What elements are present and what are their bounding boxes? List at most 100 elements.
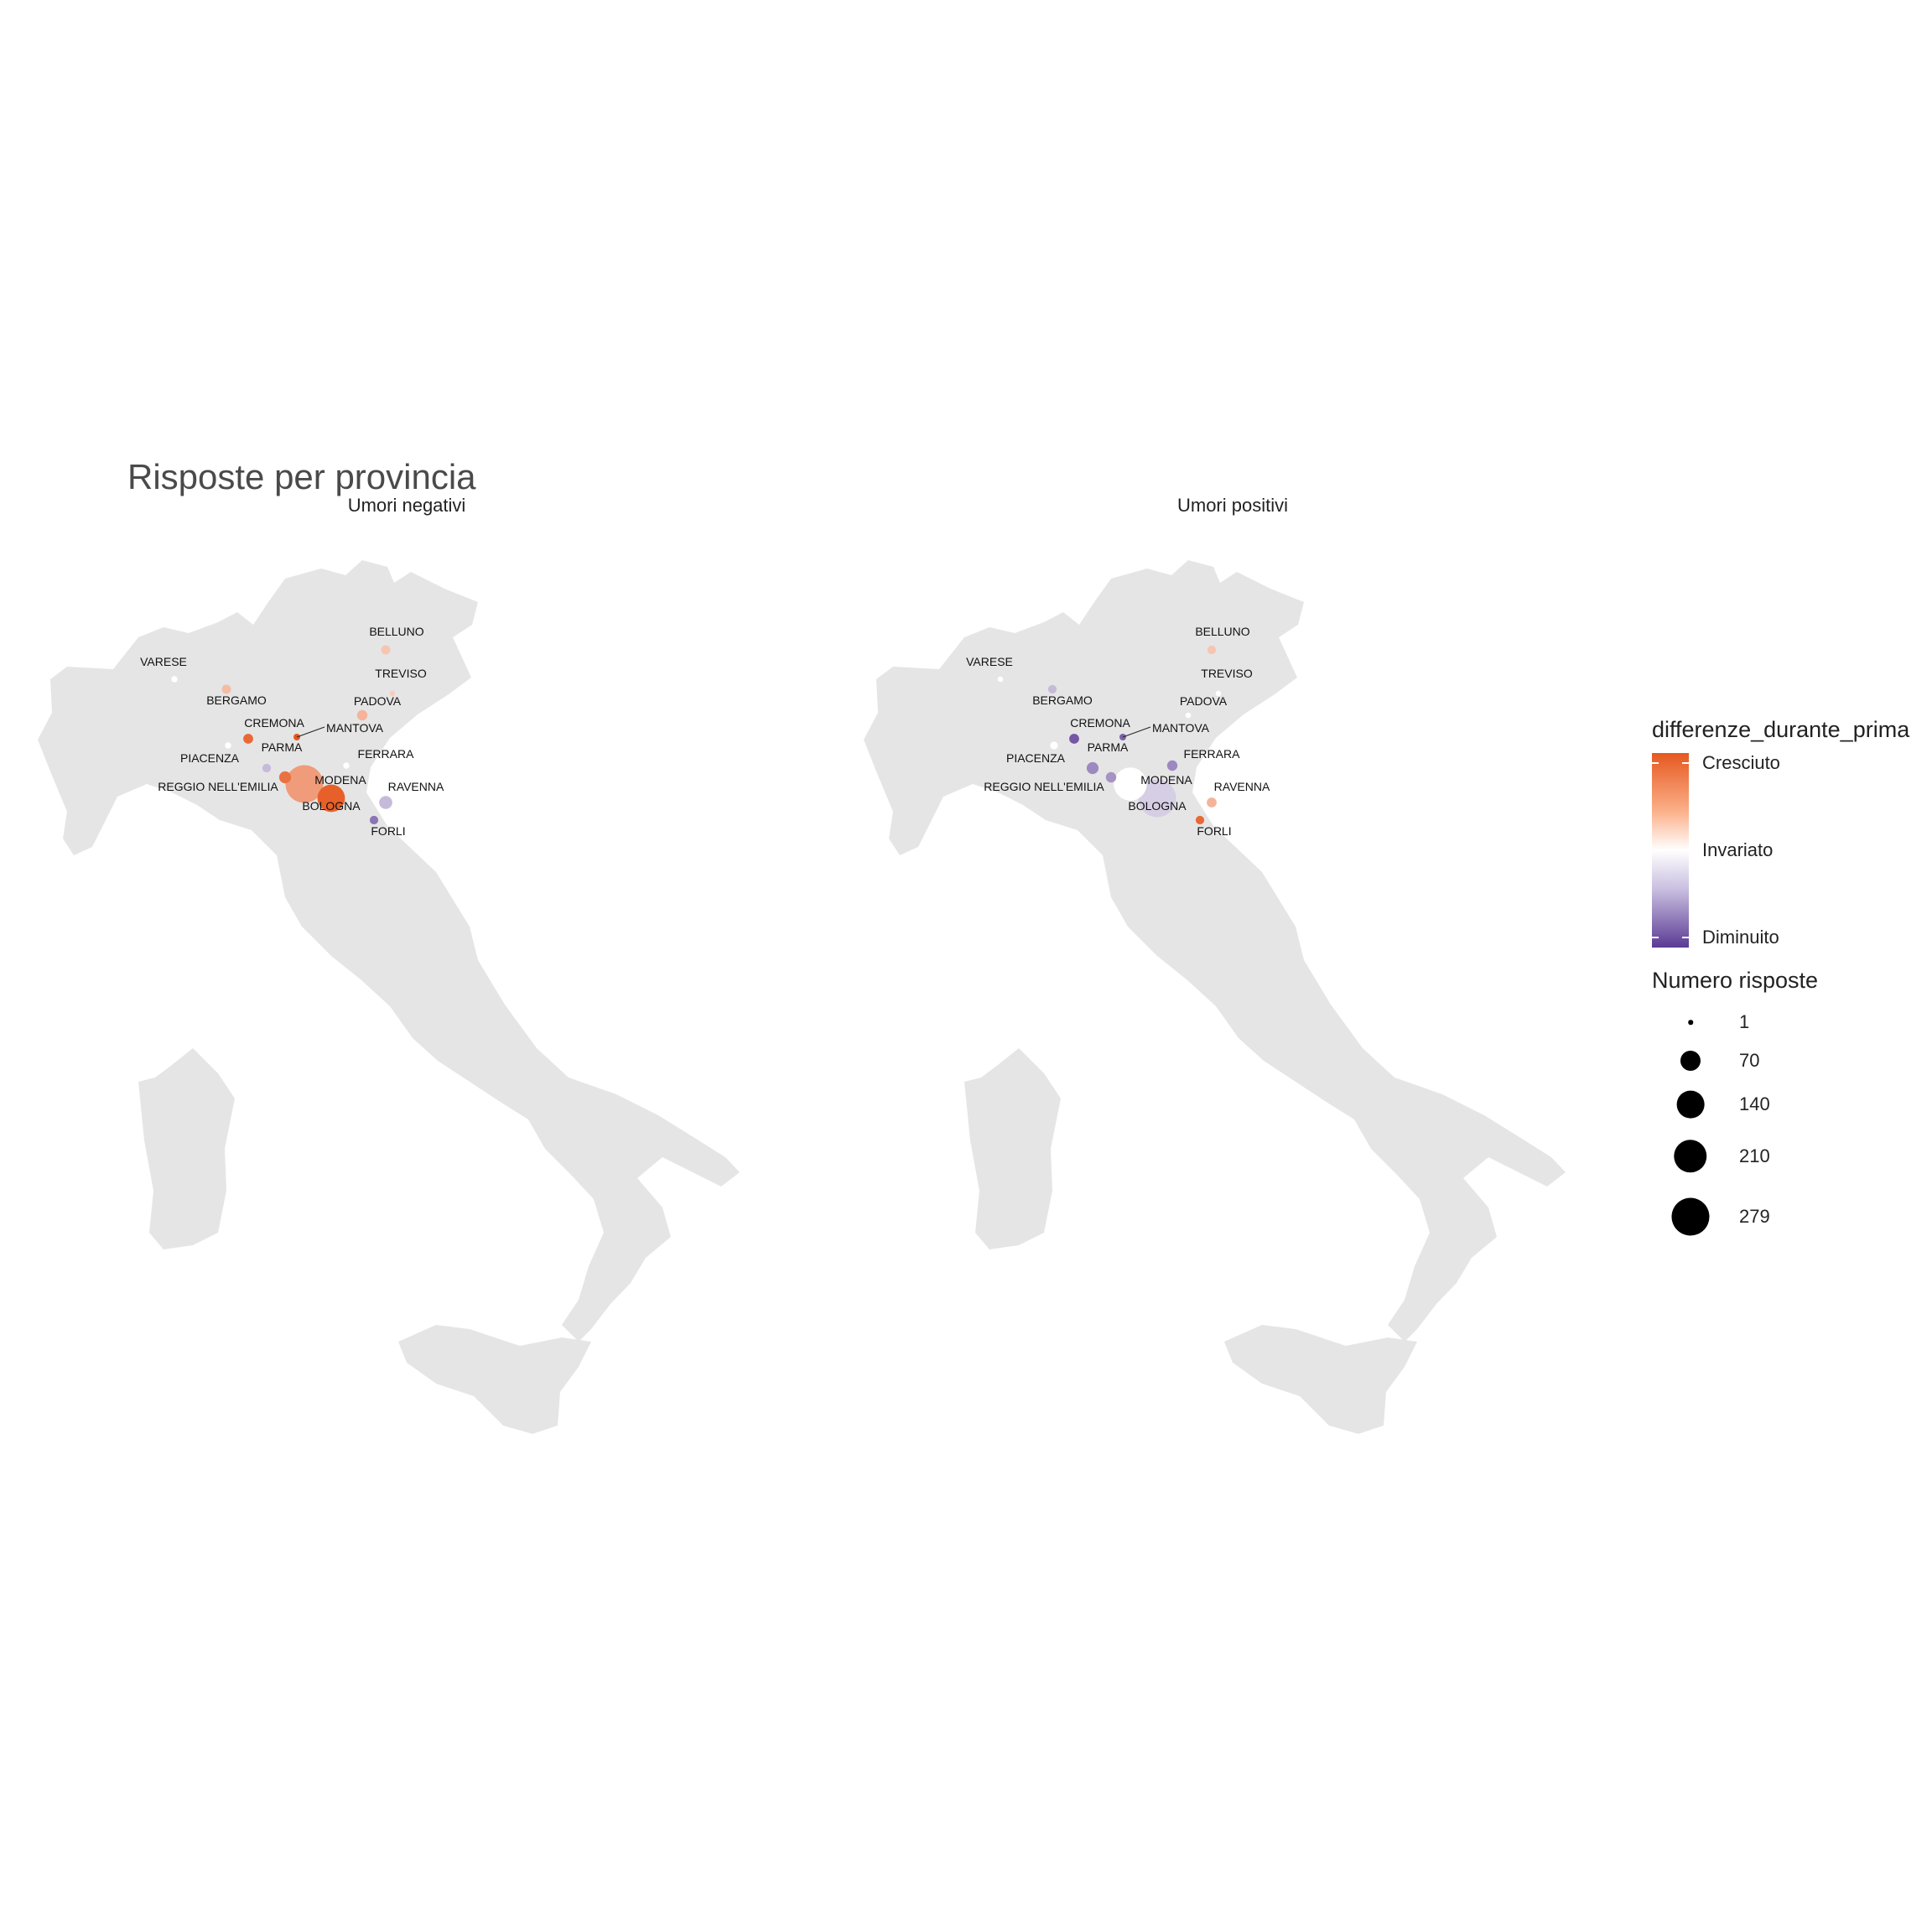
province-label: MODENA — [314, 773, 366, 787]
province-label: CREMONA — [1070, 716, 1130, 730]
province-label: VARESE — [140, 655, 187, 668]
province-point — [1047, 684, 1057, 694]
province-point — [389, 690, 396, 697]
province-label: BELLUNO — [369, 625, 423, 638]
province-label: PIACENZA — [1006, 751, 1066, 765]
province-label: FERRARA — [358, 747, 415, 761]
size-legend-label: 279 — [1739, 1206, 1770, 1227]
province-label: FERRARA — [1184, 747, 1241, 761]
color-label-diminuito: Diminuito — [1702, 927, 1779, 948]
color-tick — [1652, 849, 1659, 851]
color-tick — [1652, 762, 1659, 764]
size-legend-dot — [1680, 1050, 1701, 1072]
province-point — [171, 676, 178, 683]
size-legend-item: 279 — [1652, 1197, 1820, 1265]
province-point — [1207, 797, 1217, 808]
size-legend: 1 70 140 210 279 — [1652, 1005, 1929, 1240]
province-point — [1195, 815, 1205, 825]
province-point — [1215, 690, 1222, 697]
province-label: CREMONA — [244, 716, 304, 730]
province-label: PARMA — [262, 740, 303, 754]
size-legend-label: 210 — [1739, 1145, 1770, 1166]
sicily-shape — [1224, 1325, 1417, 1434]
province-point — [243, 734, 253, 744]
province-label: PIACENZA — [180, 751, 240, 765]
province-point — [1138, 779, 1176, 818]
label-leader-line — [296, 726, 325, 738]
province-label: TREVISO — [1201, 667, 1253, 680]
size-legend-item: 210 — [1652, 1140, 1820, 1205]
province-point — [1185, 712, 1192, 719]
size-legend-item: 140 — [1652, 1090, 1820, 1153]
size-legend-dot — [1676, 1090, 1705, 1119]
panel-title-negativi: Umori negativi — [347, 495, 466, 516]
size-legend-item: 1 — [1652, 1011, 1820, 1071]
province-label: VARESE — [966, 655, 1013, 668]
province-point — [285, 765, 324, 803]
province-label: BOLOGNA — [302, 799, 361, 813]
province-point — [262, 763, 272, 773]
province-label: PARMA — [1088, 740, 1129, 754]
panel-title-positivi: Umori positivi — [1176, 495, 1289, 516]
color-label-cresciuto: Cresciuto — [1702, 752, 1780, 773]
province-label: PADOVA — [354, 694, 402, 708]
size-legend-dot — [1671, 1197, 1710, 1236]
province-point — [1207, 645, 1217, 655]
province-point — [369, 815, 379, 825]
italy-mainland-shape — [38, 560, 740, 1342]
color-legend-title: differenze_durante_prima — [1652, 717, 1910, 742]
province-point — [379, 796, 392, 809]
province-point — [1086, 761, 1099, 775]
size-legend-label: 1 — [1739, 1011, 1750, 1032]
province-label: FORLI — [1197, 824, 1231, 838]
size-legend-dot — [1688, 1020, 1693, 1025]
province-label: REGGIO NELL'EMILIA — [158, 780, 278, 793]
province-label: PADOVA — [1180, 694, 1228, 708]
province-label: RAVENNA — [388, 780, 444, 793]
color-tick — [1682, 849, 1689, 851]
size-legend-title: Numero risposte — [1652, 968, 1819, 993]
size-legend-label: 70 — [1739, 1050, 1760, 1071]
italy-mainland-shape — [864, 560, 1566, 1342]
province-point — [278, 771, 292, 784]
province-label: BELLUNO — [1195, 625, 1249, 638]
size-legend-item: 70 — [1652, 1050, 1820, 1109]
province-label: MODENA — [1140, 773, 1192, 787]
size-legend-dot — [1674, 1140, 1707, 1173]
color-label-invariato: Invariato — [1702, 839, 1774, 860]
province-point — [356, 709, 368, 721]
province-point — [1105, 771, 1117, 783]
province-point — [1114, 767, 1147, 801]
province-point — [1069, 734, 1079, 744]
color-legend: Cresciuto Invariato Diminuito — [1652, 752, 1929, 948]
province-point — [317, 784, 345, 813]
province-label: TREVISO — [375, 667, 427, 680]
chart-title: Risposte per provincia — [127, 457, 476, 496]
province-label: FORLI — [371, 824, 405, 838]
province-point — [1050, 741, 1058, 750]
sardinia-shape — [964, 1048, 1061, 1249]
province-label: MANTOVA — [1152, 721, 1210, 735]
color-tick — [1682, 762, 1689, 764]
province-label: BOLOGNA — [1128, 799, 1187, 813]
label-leader-line — [1122, 726, 1151, 738]
province-point — [221, 684, 231, 694]
province-label: MANTOVA — [326, 721, 384, 735]
province-point — [1166, 760, 1178, 771]
color-tick — [1682, 937, 1689, 938]
map-panel-negativi: BELLUNO VARESE TREVISO BERGAMO PADOVA CREMONA… — [38, 560, 740, 1434]
province-point — [225, 742, 231, 749]
province-point — [997, 676, 1004, 683]
legend: differenze_durante_prima Cresciuto Invar… — [1652, 717, 1929, 1240]
map-panel-positivi: BELLUNO VARESE TREVISO BERGAMO PADOVA CREMONA… — [864, 560, 1566, 1434]
province-label: REGGIO NELL'EMILIA — [984, 780, 1104, 793]
province-label: BERGAMO — [206, 693, 267, 707]
sicily-shape — [398, 1325, 591, 1434]
province-point — [343, 762, 350, 769]
province-point — [381, 645, 391, 655]
size-legend-label: 140 — [1739, 1093, 1770, 1114]
color-tick — [1652, 937, 1659, 938]
sardinia-shape — [138, 1048, 235, 1249]
